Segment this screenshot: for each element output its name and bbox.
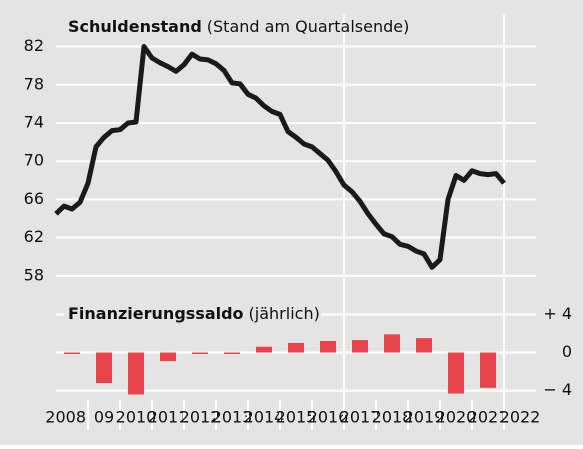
y-tick-label: 82 [24, 36, 44, 55]
x-tick-label: 2022 [500, 408, 541, 427]
subtitle: (Stand am Quartalsende) [207, 17, 410, 36]
x-tick-label: 2014 [244, 408, 285, 427]
bar [128, 352, 144, 395]
bar [224, 352, 240, 354]
y-tick-label: 0 [562, 342, 572, 361]
panel-title: Schuldenstand (Stand am Quartalsende) [68, 17, 409, 36]
subtitle: (jährlich) [249, 304, 320, 323]
bar [320, 341, 336, 353]
bar [416, 338, 432, 353]
x-tick-label: 2012 [180, 408, 221, 427]
y-tick-label: 62 [24, 227, 44, 246]
title-bg [64, 302, 321, 326]
x-tick-label: 2019 [404, 408, 445, 427]
bar [96, 352, 112, 384]
x-tick-label: 2011 [148, 408, 189, 427]
x-tick-label: 2013 [212, 408, 253, 427]
y-tick-label: + 4 [543, 304, 572, 323]
x-tick-label: 2015 [276, 408, 317, 427]
bar [480, 352, 496, 388]
bar [64, 352, 80, 354]
bar [160, 352, 176, 362]
x-tick-label: 2021 [468, 408, 509, 427]
x-tick-label: 2010 [116, 408, 157, 427]
line [54, 44, 506, 270]
y-tick-label: 66 [24, 189, 44, 208]
panel-title: Finanzierungssaldo (jährlich) [68, 304, 320, 323]
bar [448, 352, 464, 394]
title: Finanzierungssaldo [68, 304, 244, 323]
y-tick-label: 70 [24, 151, 44, 170]
title: Schuldenstand [68, 17, 202, 36]
y-tick-label: 58 [24, 265, 44, 284]
x-tick-label: 2020 [436, 408, 477, 427]
y-tick-label: 74 [24, 112, 44, 131]
y-tick-label: 78 [24, 74, 44, 93]
bar [384, 334, 400, 353]
x-tick-label: 09 [94, 408, 114, 427]
bar [352, 340, 368, 353]
bar [288, 342, 304, 353]
bar [192, 352, 208, 354]
x-tick-label: 2008 [45, 408, 86, 427]
x-tick-label: 2018 [372, 408, 413, 427]
x-tick-label: 2016 [308, 408, 349, 427]
y-tick-label: − 4 [543, 380, 572, 399]
bar [256, 346, 272, 353]
x-tick-label: 2017 [340, 408, 381, 427]
